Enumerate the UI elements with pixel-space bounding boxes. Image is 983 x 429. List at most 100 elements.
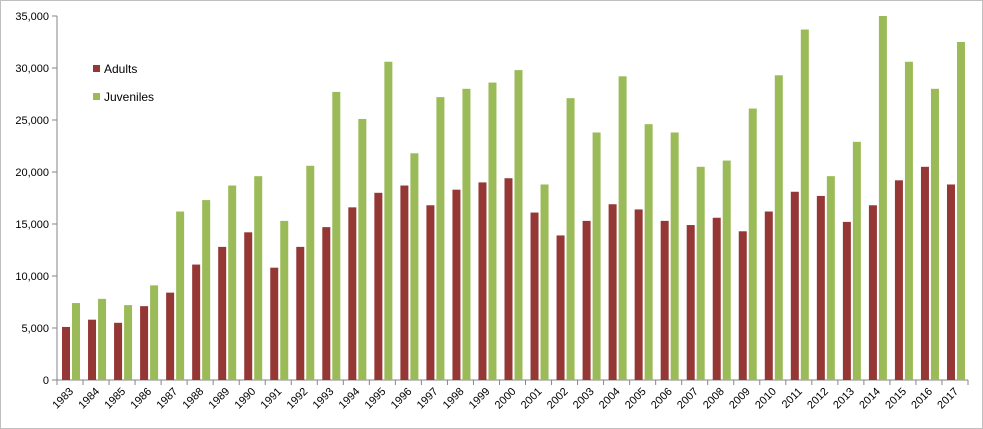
bar-adults-2012 xyxy=(816,195,825,380)
bar-juveniles-1996 xyxy=(410,153,419,380)
bar-adults-2005 xyxy=(634,209,643,380)
bar-juveniles-1999 xyxy=(488,82,497,380)
x-tick-label: 2012 xyxy=(805,386,831,412)
x-tick-label: 2000 xyxy=(493,386,519,412)
x-tick-label: 2009 xyxy=(727,386,753,412)
bar-juveniles-1995 xyxy=(384,61,393,380)
y-tick-label: 25,000 xyxy=(15,115,49,127)
y-tick-label: 20,000 xyxy=(15,167,49,179)
bar-juveniles-2014 xyxy=(878,16,887,380)
x-tick-label: 1991 xyxy=(259,386,285,412)
x-tick-label: 1986 xyxy=(128,386,154,412)
y-tick-label: 10,000 xyxy=(15,271,49,283)
bar-adults-2004 xyxy=(608,204,617,380)
x-tick-label: 2004 xyxy=(597,386,623,412)
bar-juveniles-2006 xyxy=(670,132,679,380)
bar-adults-2011 xyxy=(790,191,799,380)
bar-juveniles-1985 xyxy=(124,305,133,380)
x-tick-label: 2003 xyxy=(571,386,597,412)
x-tick-label: 2001 xyxy=(519,386,545,412)
x-tick-label: 1994 xyxy=(337,386,363,412)
legend-label-adults: Adults xyxy=(104,62,137,76)
x-tick-label: 2014 xyxy=(857,386,883,412)
x-tick-label: 1992 xyxy=(285,386,311,412)
x-tick-label: 2008 xyxy=(701,386,727,412)
bar-adults-2003 xyxy=(582,220,591,380)
bar-juveniles-2005 xyxy=(644,124,653,380)
bar-juveniles-1997 xyxy=(436,97,445,381)
x-tick-label: 2013 xyxy=(831,386,857,412)
x-tick-label: 1999 xyxy=(467,386,493,412)
bar-adults-2009 xyxy=(738,231,747,380)
bar-juveniles-2015 xyxy=(904,61,913,380)
legend-swatch-juveniles xyxy=(93,93,100,100)
bar-adults-2002 xyxy=(556,235,565,380)
y-tick-label: 0 xyxy=(43,375,49,387)
bar-juveniles-2016 xyxy=(930,88,939,381)
bar-adults-2014 xyxy=(868,205,877,380)
bar-adults-1989 xyxy=(218,246,227,380)
bar-adults-2001 xyxy=(530,212,539,380)
bar-juveniles-1984 xyxy=(98,298,107,380)
bar-adults-1985 xyxy=(114,322,123,380)
x-tick-label: 2006 xyxy=(649,386,675,412)
bar-juveniles-2009 xyxy=(748,108,757,380)
bar-juveniles-1998 xyxy=(462,88,471,381)
x-tick-label: 1989 xyxy=(207,386,233,412)
bar-adults-1990 xyxy=(244,232,253,380)
legend-label-juveniles: Juveniles xyxy=(104,90,154,104)
bar-juveniles-2002 xyxy=(566,98,575,380)
bar-juveniles-1986 xyxy=(150,285,159,380)
bar-juveniles-1992 xyxy=(306,165,315,380)
legend-swatch-adults xyxy=(93,65,100,72)
bar-adults-1996 xyxy=(400,185,409,380)
bar-juveniles-1988 xyxy=(202,200,211,380)
x-tick-label: 2011 xyxy=(780,386,805,411)
y-tick-label: 5,000 xyxy=(21,323,49,335)
bar-adults-2008 xyxy=(712,217,721,380)
bar-juveniles-1994 xyxy=(358,118,367,381)
x-tick-label: 1985 xyxy=(102,386,128,412)
bar-adults-1995 xyxy=(374,192,383,380)
bar-adults-2010 xyxy=(764,211,773,380)
x-tick-label: 2017 xyxy=(935,386,961,412)
bar-adults-2017 xyxy=(946,184,955,380)
bar-adults-2013 xyxy=(842,221,851,380)
bar-adults-1997 xyxy=(426,205,435,380)
bar-juveniles-2000 xyxy=(514,70,523,380)
bar-juveniles-1987 xyxy=(176,211,185,380)
legend: Adults Juveniles xyxy=(93,62,154,104)
bar-adults-1986 xyxy=(140,306,149,380)
x-tick-label: 2002 xyxy=(545,386,571,412)
x-tick-label: 1983 xyxy=(50,386,76,412)
bar-adults-1999 xyxy=(478,182,487,380)
y-tick-label: 30,000 xyxy=(15,63,49,75)
bar-juveniles-2012 xyxy=(826,176,835,380)
x-tick-label: 2015 xyxy=(883,386,909,412)
bar-adults-1988 xyxy=(192,264,201,380)
bar-adults-1987 xyxy=(166,292,175,380)
bar-juveniles-2013 xyxy=(852,141,861,380)
x-tick-label: 1987 xyxy=(154,386,180,412)
bar-juveniles-1990 xyxy=(254,176,263,380)
bar-adults-1994 xyxy=(348,207,357,380)
x-tick-label: 2016 xyxy=(909,386,935,412)
bar-adults-1984 xyxy=(88,319,97,380)
x-tick-label: 1990 xyxy=(233,386,259,412)
x-tick-label: 2005 xyxy=(623,386,649,412)
y-tick-label: 15,000 xyxy=(15,219,49,231)
bar-adults-2000 xyxy=(504,178,513,380)
x-tick-label: 1997 xyxy=(415,386,441,412)
bar-juveniles-2010 xyxy=(774,75,783,380)
bar-juveniles-1989 xyxy=(228,185,237,380)
bar-adults-2016 xyxy=(920,166,929,380)
bar-adults-2007 xyxy=(686,225,695,380)
bar-juveniles-2004 xyxy=(618,76,627,380)
bar-juveniles-2017 xyxy=(956,42,965,380)
x-tick-label: 1998 xyxy=(441,386,467,412)
bar-juveniles-2001 xyxy=(540,184,549,380)
x-tick-label: 1996 xyxy=(389,386,415,412)
x-tick-label: 1988 xyxy=(180,386,206,412)
